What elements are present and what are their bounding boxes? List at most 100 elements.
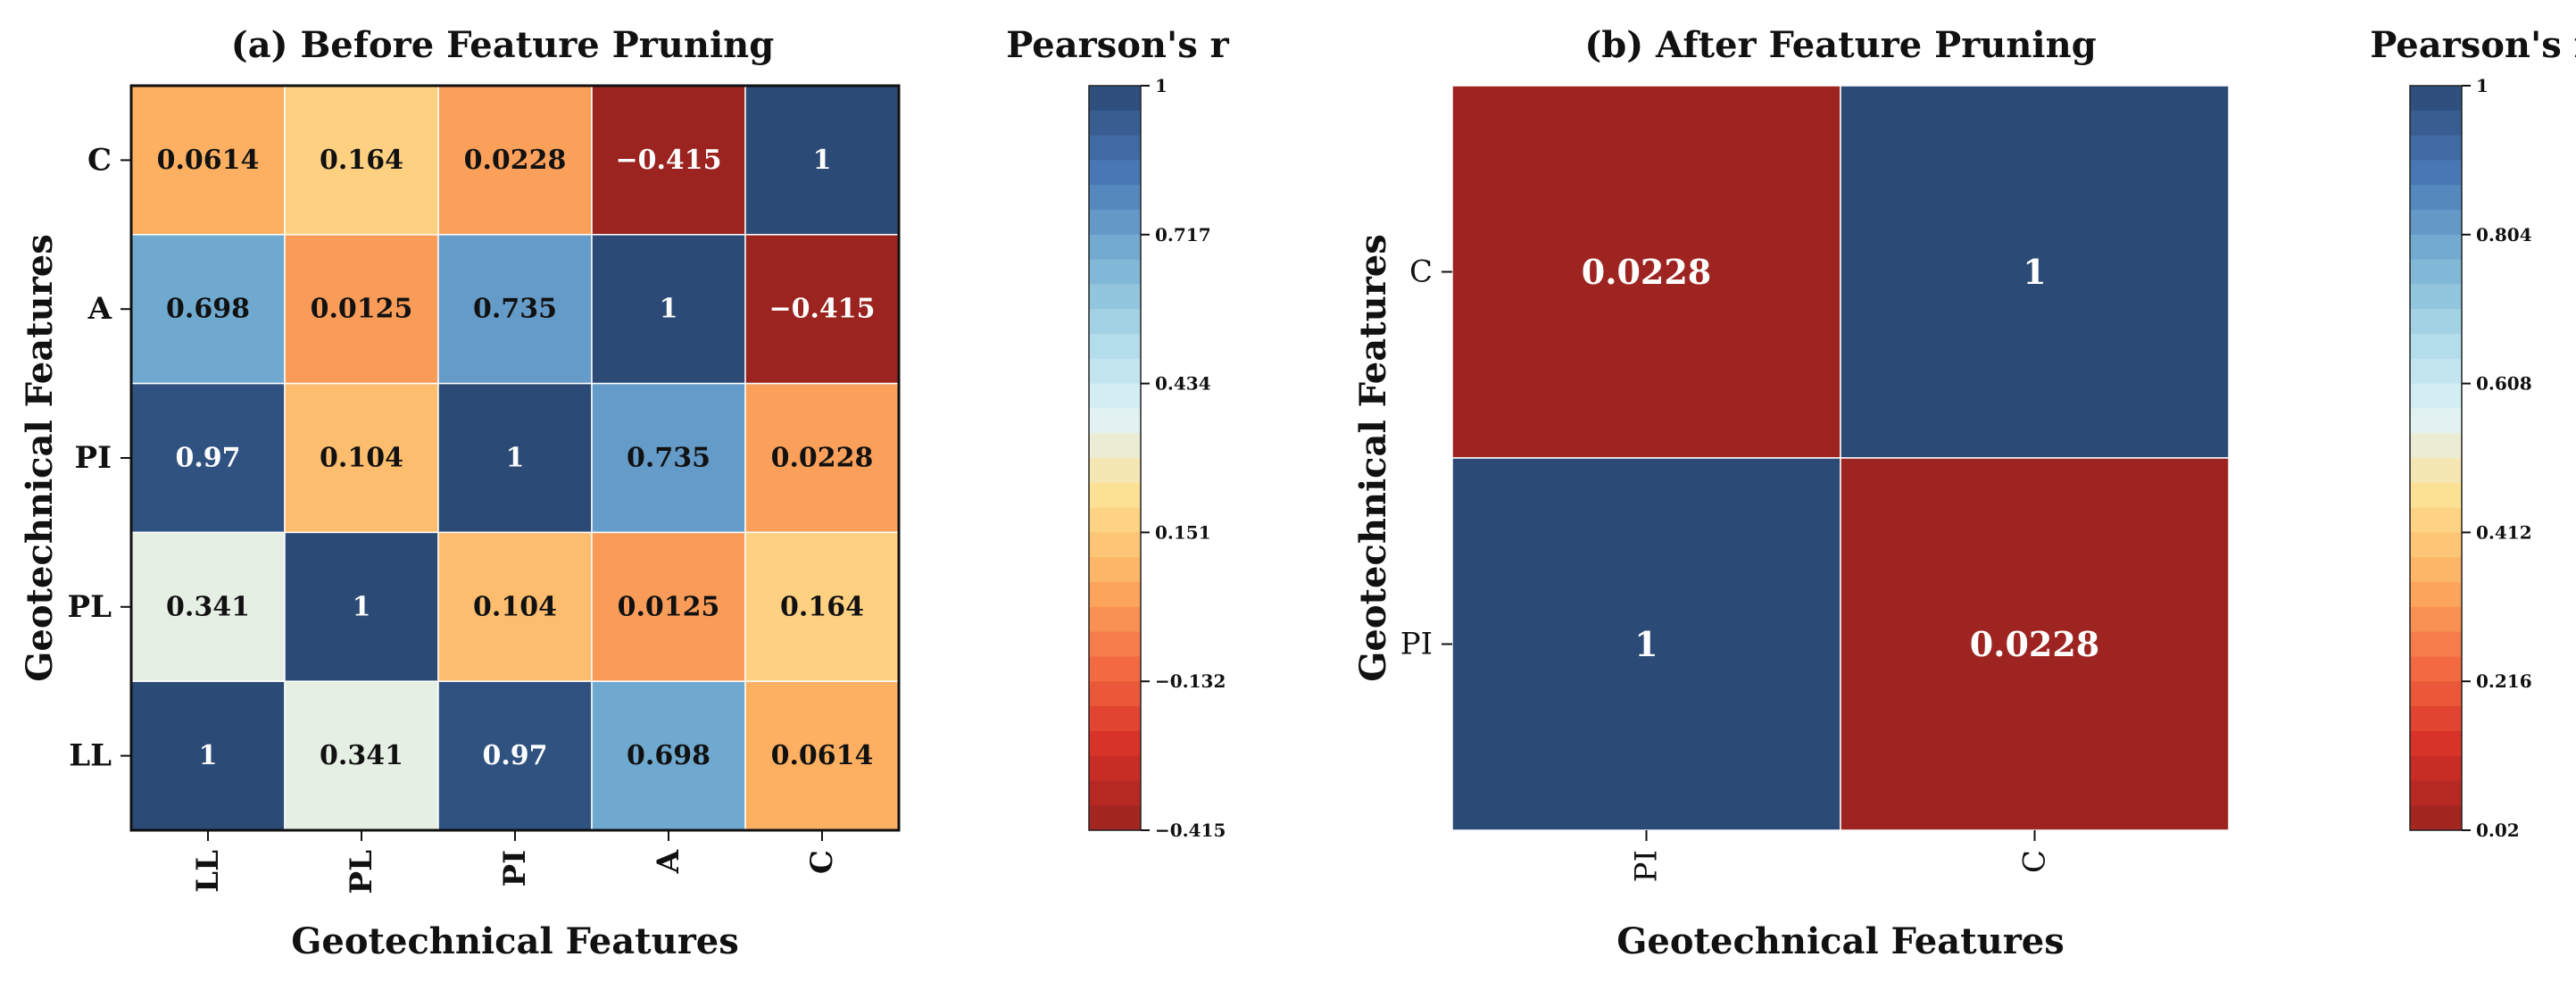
cell-value-label: 0.341 [320, 740, 403, 771]
heatmap-cell [284, 680, 439, 831]
y-tick-label: A [87, 291, 112, 327]
colorbar-segment [1089, 358, 1141, 385]
colorbar-tick-label: 0.151 [1155, 521, 1211, 543]
colorbar-segment [1089, 110, 1141, 137]
cell-value-label: 1 [353, 591, 371, 622]
colorbar-title: Pearson's r [2370, 24, 2576, 66]
colorbar-segment [2410, 656, 2462, 682]
cell-value-label: 0.0228 [1970, 624, 2099, 664]
x-tick-labels: PI C [1629, 830, 2053, 882]
y-tick-labels: C A PI PL LL [68, 142, 131, 774]
colorbar-segment [2410, 606, 2462, 633]
colorbar-segment [1089, 557, 1141, 583]
colorbar-segment [1089, 458, 1141, 484]
colorbar-segment [2410, 780, 2462, 806]
heatmap-cell [284, 85, 439, 236]
colorbar-tick-label: 0.434 [1155, 373, 1211, 395]
x-axis-label: Geotechnical Features [1616, 920, 2065, 962]
heatmap-cells: 0.0228 1 1 0.0228 [1451, 85, 2230, 831]
colorbar-segment [1089, 86, 1141, 112]
colorbar-title: Pearson's r [1006, 24, 1229, 66]
colorbar-segment [1089, 730, 1141, 757]
colorbar-segment [2410, 383, 2462, 409]
colorbar-segment [2410, 334, 2462, 360]
colorbar-segment [2410, 482, 2462, 509]
colorbar-segment [1089, 334, 1141, 360]
x-tick-label: PI [497, 850, 533, 886]
colorbar-tick-label: 0.412 [2476, 521, 2532, 543]
heatmap-cell [1451, 457, 1841, 831]
x-tick-label: A [651, 849, 686, 874]
cell-value-label: 0.698 [166, 294, 250, 325]
cell-value-label: 0.0228 [1582, 252, 1711, 292]
colorbar-segment [2410, 532, 2462, 558]
colorbar-segment [1089, 433, 1141, 459]
colorbar-segment [1089, 482, 1141, 509]
colorbar-segment [1089, 780, 1141, 806]
colorbar: 1 0.717 0.434 0.151 −0.132 −0.415 [1088, 75, 1226, 841]
cell-value-label: 1 [813, 145, 832, 176]
colorbar-frame [1088, 85, 1142, 831]
cell-value-label: 0.0614 [771, 740, 874, 771]
colorbar-segment [1089, 507, 1141, 533]
x-tick-label: C [804, 850, 840, 874]
x-tick-labels: LL PL PI A C [190, 830, 840, 894]
cell-value-label: 0.104 [320, 443, 403, 474]
colorbar: 1 0.804 0.608 0.412 0.216 0.02 [2409, 75, 2532, 841]
heatmap-cells: 0.0614 0.164 0.0228 −0.415 1 0.698 0.0125 0.735… [130, 85, 900, 831]
cell-value-label: 1 [1634, 624, 1658, 664]
colorbar-segment [2410, 631, 2462, 657]
y-tick-label: C [87, 142, 112, 178]
cell-value-label: 1 [199, 740, 218, 771]
cell-value-label: 0.164 [320, 145, 403, 176]
colorbar-segment [2410, 210, 2462, 236]
x-tick-label: LL [190, 850, 226, 893]
colorbar-tick-label: 0.717 [1155, 224, 1211, 246]
y-tick-label: PL [68, 589, 112, 625]
chart-title: (b) After Feature Pruning [1584, 24, 2096, 66]
x-tick-label: PI [1629, 850, 1665, 882]
heatmap-cell [1451, 85, 1841, 459]
heatmap-cell [284, 531, 439, 682]
y-tick-label: LL [69, 738, 112, 774]
colorbar-segment [2410, 185, 2462, 211]
colorbar-segment [2410, 110, 2462, 137]
colorbar-segment [2410, 160, 2462, 186]
cell-value-label: 1 [2023, 252, 2046, 292]
colorbar-segment [2410, 408, 2462, 434]
colorbar-segment [1089, 185, 1141, 211]
colorbar-segment [1089, 234, 1141, 261]
colorbar-segment [1089, 606, 1141, 633]
colorbar-segment [2410, 458, 2462, 484]
colorbar-tick-label: 0.804 [2476, 224, 2532, 246]
cell-value-label: −0.415 [769, 294, 875, 325]
colorbar-tick-label: −0.415 [1155, 820, 1226, 841]
heatmap-after-pruning: (b) After Feature Pruning 0.0228 11 0.0228… [1352, 24, 2576, 962]
heatmap-cell [130, 85, 286, 236]
colorbar-segment [2410, 507, 2462, 533]
colorbar-segment [1089, 681, 1141, 707]
colorbar-segment [2410, 135, 2462, 161]
colorbar-segment [1089, 408, 1141, 434]
cell-value-label: 0.0228 [464, 145, 567, 176]
colorbar-segment [2410, 755, 2462, 781]
heatmap-cell [130, 234, 286, 385]
colorbar-segment [2410, 582, 2462, 608]
x-tick-label: C [2017, 850, 2053, 873]
colorbar-segment [2410, 259, 2462, 285]
cell-value-label: 0.0614 [157, 145, 260, 176]
cell-value-label: 0.0228 [771, 443, 874, 474]
colorbar-segment [1089, 631, 1141, 657]
colorbar-segment [1089, 706, 1141, 732]
heatmap-cell [130, 680, 286, 831]
heatmap-cell [437, 382, 593, 534]
colorbar-segment [2410, 557, 2462, 583]
heatmap-cell [437, 680, 593, 831]
colorbar-segment [1089, 284, 1141, 310]
colorbar-segment [1089, 135, 1141, 161]
cell-value-label: 0.735 [473, 294, 557, 325]
cell-value-label: 0.698 [627, 740, 710, 771]
colorbar-tick-label: 0.216 [2476, 670, 2532, 692]
heatmap-cell [437, 234, 593, 385]
